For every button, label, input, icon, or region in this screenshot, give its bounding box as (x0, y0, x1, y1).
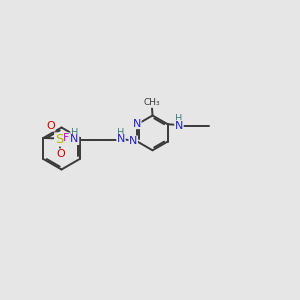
Text: O: O (46, 121, 55, 131)
Text: H: H (117, 128, 125, 138)
Text: N: N (117, 134, 125, 145)
Text: S: S (55, 133, 63, 146)
Text: F: F (63, 133, 69, 143)
Text: N: N (133, 118, 141, 129)
Text: CH₃: CH₃ (144, 98, 160, 107)
Text: O: O (56, 149, 65, 159)
Text: H: H (175, 114, 183, 124)
Text: N: N (70, 134, 79, 145)
Text: N: N (129, 136, 137, 146)
Text: H: H (71, 128, 78, 138)
Text: N: N (175, 121, 183, 131)
